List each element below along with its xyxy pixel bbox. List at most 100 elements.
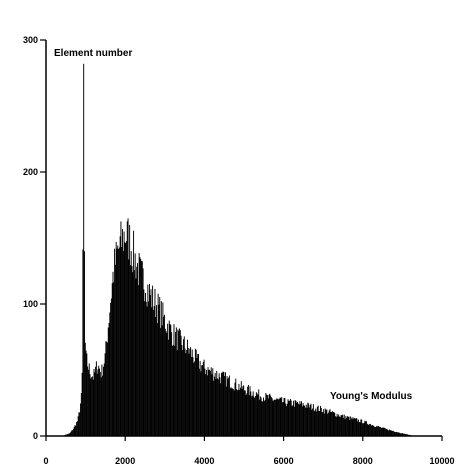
histogram-bar: [314, 410, 316, 436]
histogram-bar: [178, 330, 180, 436]
histogram-bar: [136, 266, 138, 436]
histogram-bar: [241, 388, 243, 436]
histogram-bar: [179, 328, 180, 436]
histogram-bar: [207, 367, 209, 436]
histogram-bar: [171, 332, 173, 436]
histogram-bar: [356, 418, 358, 436]
histogram-bar: [158, 304, 160, 436]
histogram-bar: [375, 427, 377, 436]
histogram-bar: [152, 310, 154, 436]
histogram-bar: [155, 317, 157, 436]
histogram-bar: [352, 419, 354, 436]
histogram-bar: [266, 395, 268, 436]
histogram-bar: [284, 397, 286, 436]
histogram-bar: [354, 418, 356, 436]
histogram-bar: [282, 402, 283, 436]
histogram-bar: [148, 301, 150, 436]
histogram-bar: [133, 230, 135, 436]
histogram-bar: [145, 301, 147, 436]
histogram-bar: [370, 425, 372, 436]
histogram-bar: [277, 398, 279, 436]
histogram-bar: [278, 399, 279, 436]
histogram-bar: [202, 365, 203, 436]
histogram-bar: [76, 421, 78, 436]
histogram-bar: [247, 385, 249, 436]
histogram-bar: [78, 412, 80, 436]
histogram-bar: [115, 242, 117, 436]
histogram-bar: [174, 345, 176, 436]
histogram-bar: [367, 424, 369, 436]
histogram-bar: [80, 403, 81, 436]
histogram-bar: [213, 380, 215, 436]
histogram-bar: [149, 295, 151, 436]
histogram-bar: [263, 401, 265, 436]
histogram-bar: [394, 431, 396, 436]
histogram-bar: [242, 386, 244, 436]
histogram-bar: [161, 325, 163, 436]
histogram-bar: [172, 344, 174, 436]
histogram-bar: [128, 259, 130, 436]
histogram-bar: [147, 284, 149, 436]
histogram-bar: [338, 414, 340, 436]
histogram-bar: [377, 425, 379, 436]
histogram-bar: [134, 253, 136, 436]
histogram-bar: [291, 405, 293, 436]
histogram-bar: [342, 414, 344, 436]
histogram-bar: [167, 339, 169, 436]
histogram-bar: [179, 330, 181, 436]
histogram-bar: [331, 411, 333, 436]
histogram-bar: [193, 362, 195, 436]
histogram-bar: [118, 247, 120, 436]
histogram-bar: [256, 393, 258, 436]
histogram-bar: [176, 350, 178, 436]
histogram-bar: [152, 285, 154, 436]
histogram-bar: [336, 413, 338, 436]
histogram-bar: [191, 349, 193, 436]
histogram-bar: [87, 369, 89, 436]
histogram-bar: [405, 434, 407, 436]
histogram-bar: [258, 389, 260, 436]
histogram-bar: [205, 370, 207, 436]
histogram-bar: [376, 425, 378, 436]
x-axis-ticks: 0 2000 4000 6000 8000 10000: [43, 436, 455, 466]
histogram-bar: [400, 433, 402, 436]
histogram-bar: [267, 398, 269, 436]
histogram-bar: [273, 400, 275, 436]
histogram-bar: [325, 410, 327, 436]
histogram-bar: [280, 398, 282, 436]
histogram-bar: [359, 422, 361, 436]
histogram-bar: [259, 399, 260, 436]
histogram-bar: [119, 236, 121, 436]
histogram-bar: [388, 430, 390, 436]
histogram-bar: [189, 348, 191, 436]
histogram-bar: [255, 396, 257, 436]
histogram-bar: [117, 245, 119, 436]
histogram-bar: [146, 306, 148, 436]
histogram-bar: [121, 246, 123, 436]
histogram-bar: [271, 398, 273, 436]
histogram-bar: [139, 257, 141, 436]
histogram-bar: [282, 402, 284, 436]
histogram-bar: [114, 248, 116, 436]
histogram-bar: [180, 335, 182, 436]
histogram-bar: [221, 372, 222, 436]
histogram-bar: [160, 327, 161, 436]
histogram-bar: [209, 369, 211, 436]
histogram-bar: [102, 375, 104, 436]
histogram-bar: [400, 433, 401, 436]
histogram-bar: [357, 421, 359, 436]
histogram-bar: [365, 421, 367, 436]
histogram-bar: [223, 372, 225, 436]
histogram-bar: [240, 387, 241, 436]
histogram-bar: [220, 383, 222, 436]
histogram-bar: [224, 372, 226, 436]
histogram-bar: [135, 278, 137, 436]
histogram-bar: [126, 221, 128, 436]
histogram-bar: [199, 360, 201, 436]
histogram-bar: [143, 289, 145, 436]
histogram-bar: [184, 348, 186, 436]
histogram-bar: [233, 390, 235, 436]
histogram-bar: [137, 263, 139, 436]
histogram-bar: [341, 415, 343, 436]
